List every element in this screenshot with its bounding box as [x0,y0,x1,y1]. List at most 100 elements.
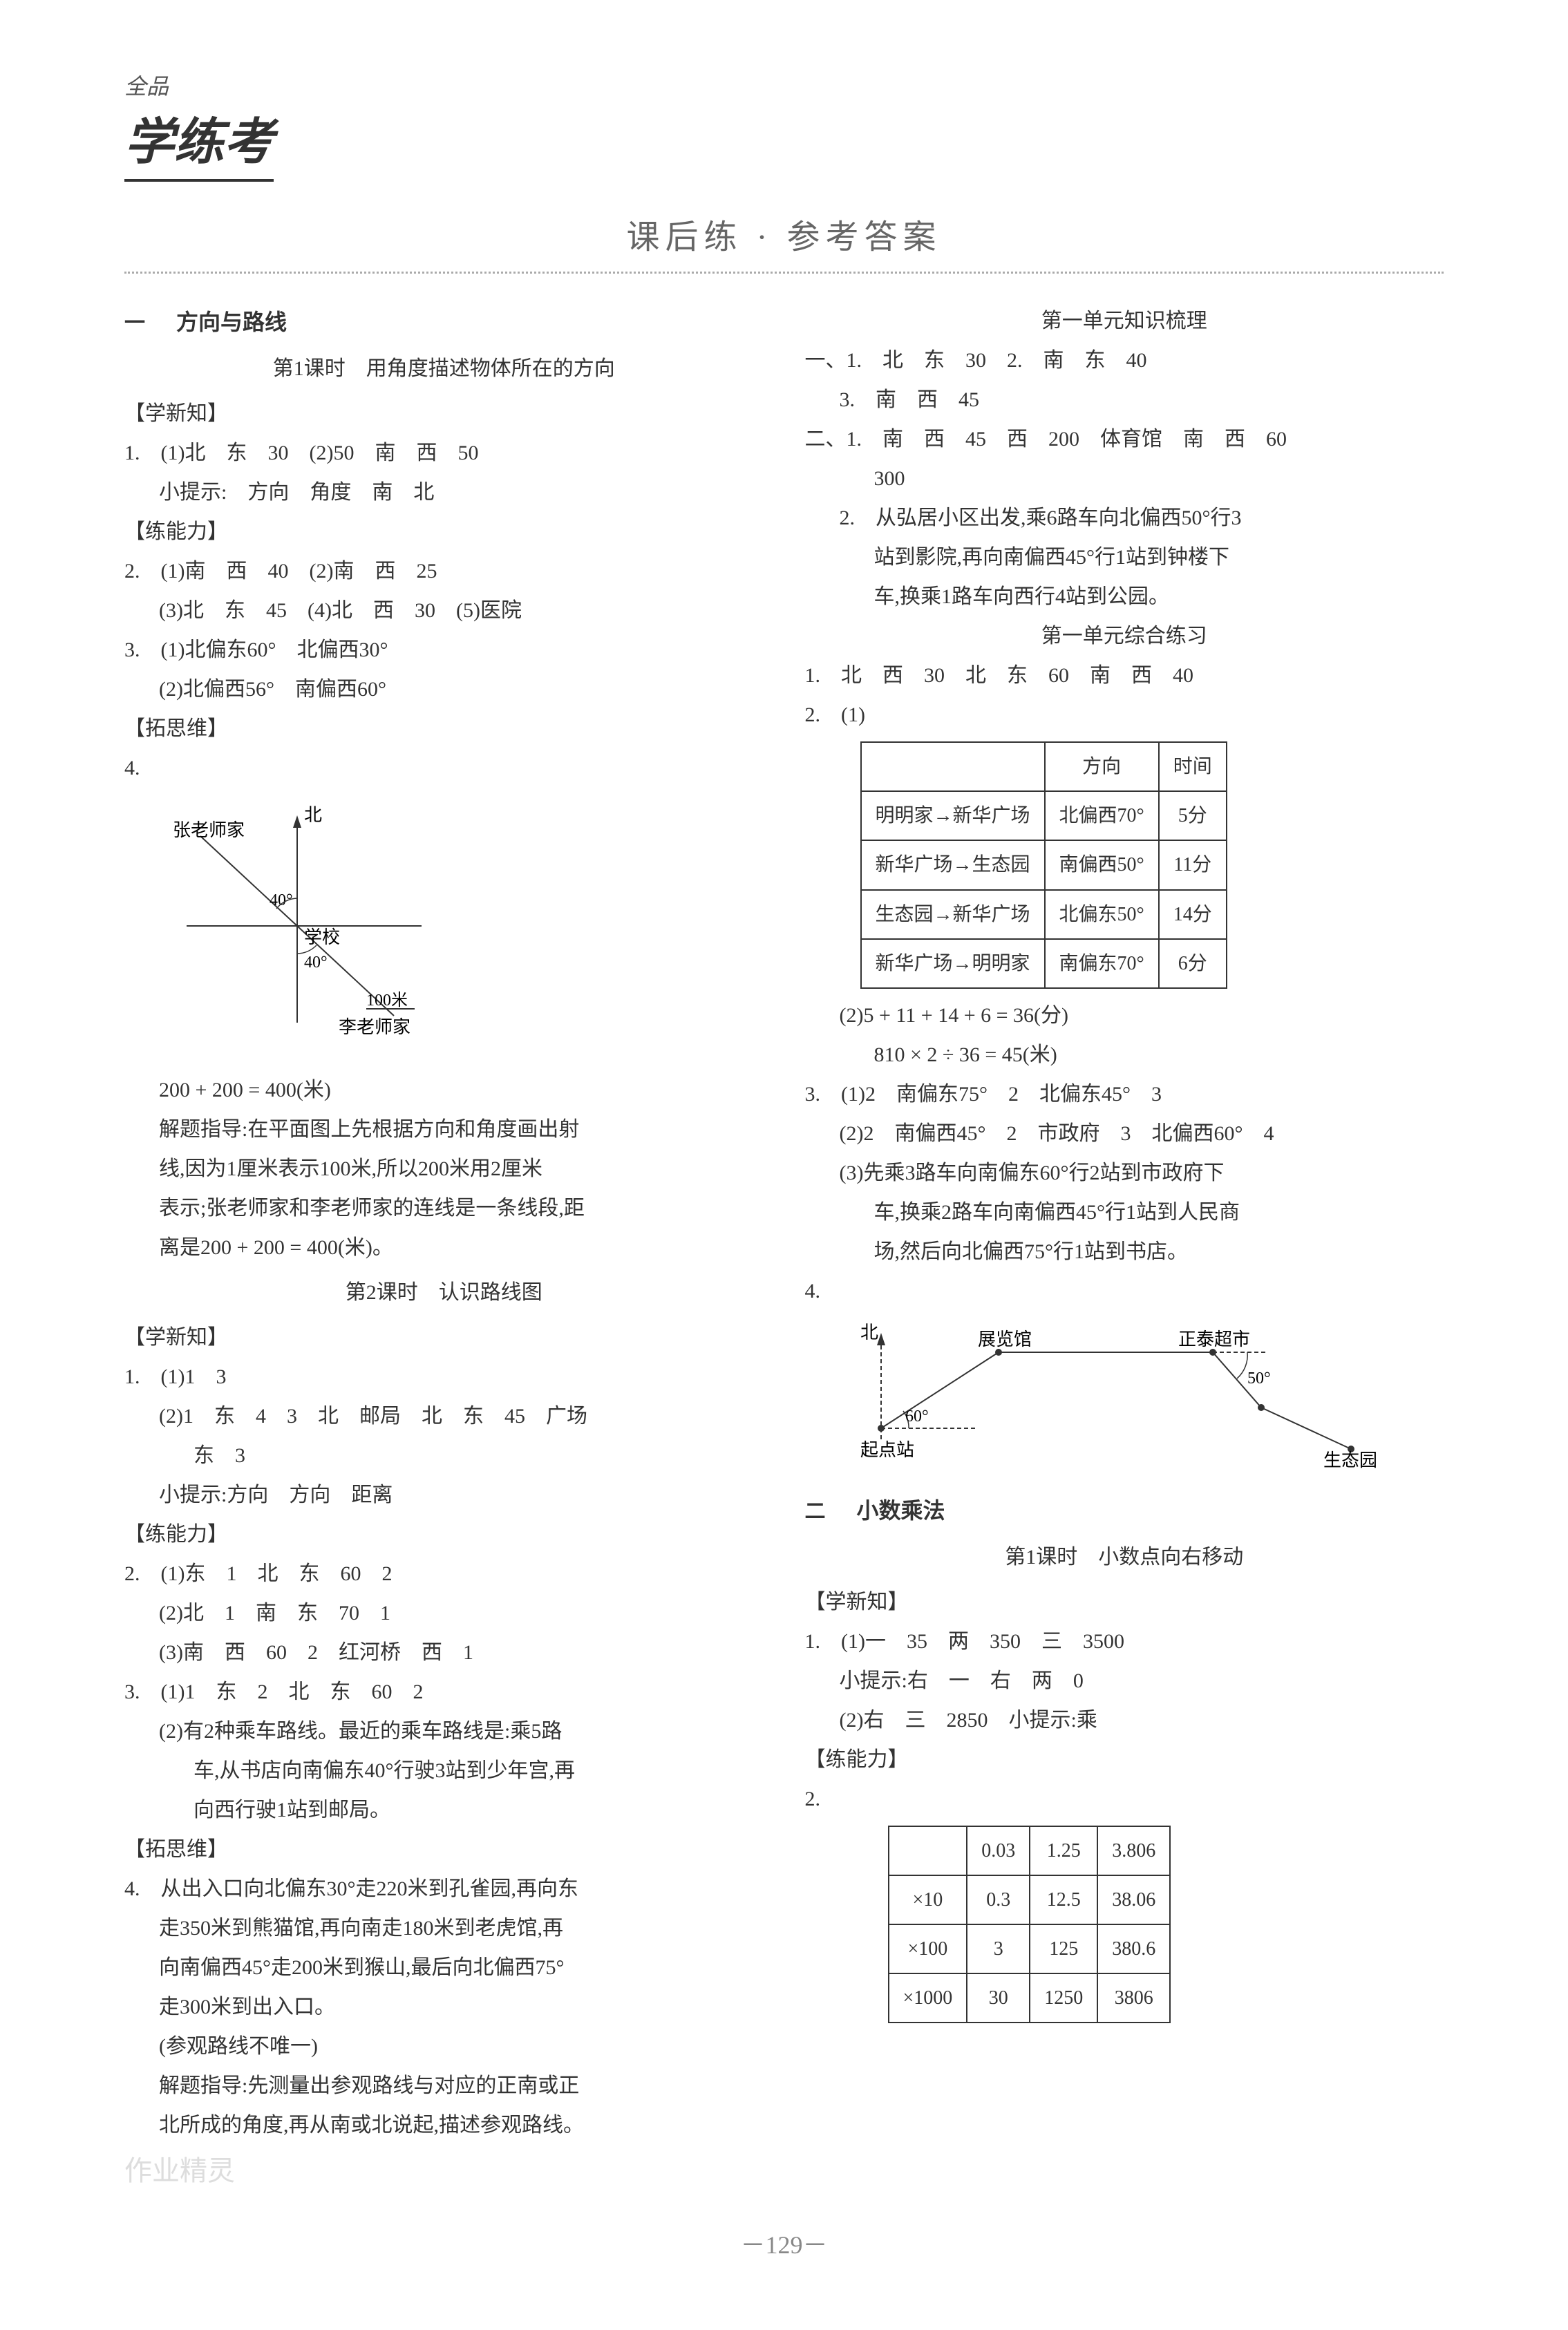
cell: 0.03 [967,1826,1030,1875]
page-number: －129－ [124,2225,1444,2261]
subhead-lnl: 【练能力】 [124,1515,764,1554]
subhead-lnl: 【练能力】 [805,1740,1444,1779]
watermark: 作业精灵 [124,2145,764,2197]
logo-main: 学练考 [124,101,274,182]
diagram-route: 北 60° 50° 起点站 展览馆 正泰超市 生态园 [840,1318,1444,1483]
answer-line: 小提示:方向 方向 距离 [124,1475,764,1515]
answer-line: 2. [805,1779,1444,1819]
svg-text:起点站: 起点站 [860,1440,914,1460]
cell: ×10 [889,1875,967,1924]
answer-line: (3)北 东 45 (4)北 西 30 (5)医院 [124,591,764,630]
cell: 时间 [1159,742,1227,791]
answer-line: 北所成的角度,再从南或北说起,描述参观路线。 [124,2105,764,2145]
answer-line: 表示;张老师家和李老师家的连线是一条线段,距 [124,1188,764,1228]
answer-line: (3)南 西 60 2 红河桥 西 1 [124,1633,764,1672]
subhead-xxz: 【学新知】 [124,1318,764,1357]
answer-line: 1. (1)1 3 [124,1357,764,1396]
table-row: 0.03 1.25 3.806 [889,1826,1171,1875]
answer-line: 东 3 [124,1436,764,1475]
cell: 14分 [1159,890,1227,939]
cell [889,1826,967,1875]
answer-line: (参观路线不唯一) [124,2027,764,2066]
section-title: 小数乘法 [857,1498,945,1523]
svg-text:50°: 50° [1247,1370,1271,1387]
answer-line: (2)5 + 11 + 14 + 6 = 36(分) [805,996,1444,1035]
table-row: 明明家→新华广场 北偏西70° 5分 [861,791,1227,840]
table-row: 方向 时间 [861,742,1227,791]
cell: 明明家→新华广场 [861,791,1045,840]
answer-line: 二、1. 南 西 45 西 200 体育馆 南 西 60 [805,419,1444,459]
answer-line: (2)右 三 2850 小提示:乘 [805,1701,1444,1740]
answer-line: 3. (1)北偏东60° 北偏西30° [124,630,764,670]
answer-line: (2)2 南偏西45° 2 市政府 3 北偏西60° 4 [805,1114,1444,1153]
cell: 0.3 [967,1875,1030,1924]
answer-line: (3)先乘3路车向南偏东60°行2站到市政府下 [805,1153,1444,1193]
answer-line: 300 [805,459,1444,498]
answer-line: 1. 北 西 30 北 东 60 南 西 40 [805,656,1444,695]
cell: 1250 [1030,1973,1097,2023]
cell: 38.06 [1097,1875,1170,1924]
lesson-title: 第2课时 认识路线图 [124,1273,764,1312]
section-header: 一 方向与路线 [124,301,764,343]
svg-text:展览馆: 展览馆 [978,1329,1032,1349]
cell: 北偏东50° [1045,890,1159,939]
answer-line: 离是200 + 200 = 400(米)。 [124,1228,764,1267]
logo-area: 全品 学练考 [124,69,1444,182]
subhead-tsw: 【拓思维】 [124,709,764,748]
subhead-xxz: 【学新知】 [805,1582,1444,1622]
cell: 北偏西70° [1045,791,1159,840]
answer-line: 2. (1) [805,695,1444,735]
table-row: ×100 3 125 380.6 [889,1924,1171,1973]
section-num: 一 [124,312,145,334]
svg-text:北: 北 [860,1323,878,1343]
label-angle2: 40° [304,954,328,972]
answer-line: 810 × 2 ÷ 36 = 45(米) [805,1035,1444,1074]
answer-line: 2. (1)南 西 40 (2)南 西 25 [124,551,764,591]
answer-line: 向南偏西45°走200米到猴山,最后向北偏西75° [124,1948,764,1987]
direction-table: 方向 时间 明明家→新华广场 北偏西70° 5分 新华广场→生态园 南偏西50°… [860,741,1227,989]
answer-line: (2)有2种乘车路线。最近的乘车路线是:乘5路 [124,1712,764,1751]
svg-text:正泰超市: 正泰超市 [1178,1329,1250,1349]
cell: 新华广场→生态园 [861,840,1045,889]
subhead-tsw: 【拓思维】 [124,1830,764,1869]
svg-text:60°: 60° [905,1408,929,1426]
label-angle1: 40° [270,891,293,909]
table-row: 生态园→新华广场 北偏东50° 14分 [861,890,1227,939]
answer-line: 2. (1)东 1 北 东 60 2 [124,1554,764,1593]
answer-line: 车,换乘1路车向西行4站到公园。 [805,577,1444,616]
lesson-title: 第1课时 小数点向右移动 [805,1537,1444,1577]
lesson-title: 第1课时 用角度描述物体所在的方向 [124,349,764,388]
content-columns: 一 方向与路线 第1课时 用角度描述物体所在的方向 【学新知】 1. (1)北 … [124,301,1444,2197]
cell: 南偏东70° [1045,939,1159,988]
multiplication-table: 0.03 1.25 3.806 ×10 0.3 12.5 38.06 ×100 … [888,1826,1171,2024]
answer-line: 线,因为1厘米表示100米,所以200米用2厘米 [124,1149,764,1188]
answer-line: 2. 从弘居小区出发,乘6路车向北偏西50°行3 [805,498,1444,538]
cell: 方向 [1045,742,1159,791]
subhead-lnl: 【练能力】 [124,512,764,551]
answer-line: 一、1. 北 东 30 2. 南 东 40 [805,341,1444,380]
cell: 6分 [1159,939,1227,988]
subhead-xxz: 【学新知】 [124,394,764,433]
cell: 30 [967,1973,1030,2023]
unit-knowledge-title: 第一单元知识梳理 [805,301,1444,341]
svg-text:生态园: 生态园 [1323,1450,1377,1470]
answer-line: 车,换乘2路车向南偏西45°行1站到人民商 [805,1193,1444,1232]
answer-line: (2)北 1 南 东 70 1 [124,1593,764,1633]
answer-line: 4. [124,748,764,788]
answer-line: 走300米到出入口。 [124,1987,764,2027]
cell: 1.25 [1030,1826,1097,1875]
label-li: 李老师家 [339,1017,410,1037]
table-row: ×10 0.3 12.5 38.06 [889,1875,1171,1924]
answer-line: 1. (1)一 35 两 350 三 3500 [805,1622,1444,1661]
answer-line: 向西行驶1站到邮局。 [124,1790,764,1830]
cell: 3.806 [1097,1826,1170,1875]
answer-line: 200 + 200 = 400(米) [124,1070,764,1110]
label-scale: 100米 [366,991,408,1010]
table-row: ×1000 30 1250 3806 [889,1973,1171,2023]
section-title: 方向与路线 [176,310,287,334]
answer-line: 4. 从出入口向北偏东30°走220米到孔雀园,再向东 [124,1869,764,1908]
label-school: 学校 [304,927,340,947]
answer-line: 3. (1)2 南偏东75° 2 北偏东45° 3 [805,1074,1444,1114]
answer-line: (2)北偏西56° 南偏西60° [124,670,764,709]
label-zhang: 张老师家 [173,820,245,840]
